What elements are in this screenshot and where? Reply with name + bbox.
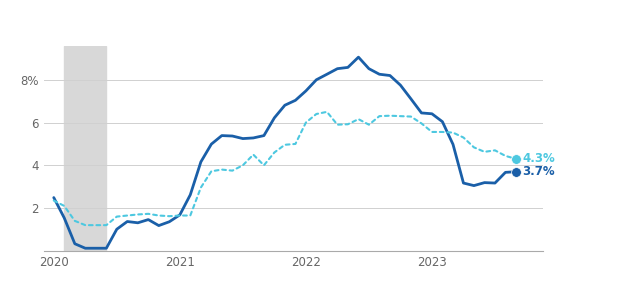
Bar <box>64 46 106 251</box>
Text: 4.3%: 4.3% <box>522 152 555 165</box>
Text: 3.7%: 3.7% <box>522 165 555 178</box>
